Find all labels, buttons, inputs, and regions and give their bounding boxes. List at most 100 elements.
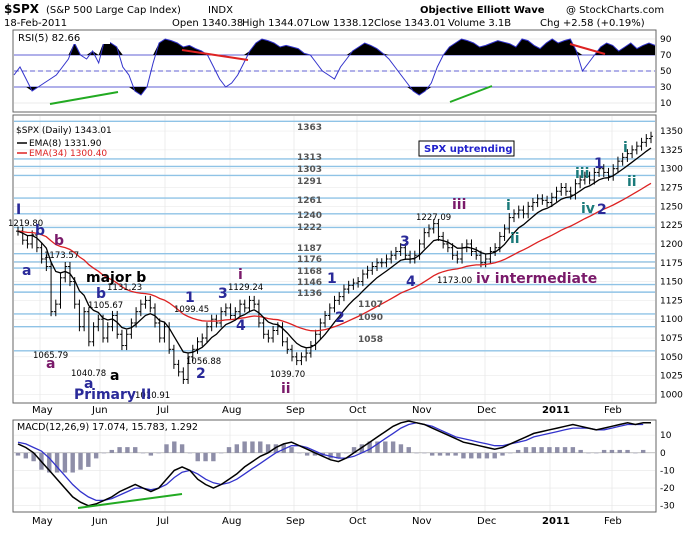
copyright-label: @ StockCharts.com — [566, 5, 664, 16]
macd-hist-bar — [609, 449, 615, 453]
macd-hist-bar — [375, 441, 380, 453]
price-tick-label: 1150 — [660, 278, 683, 288]
macd-hist-bar — [461, 452, 466, 459]
wave-4-oct: 4 — [406, 274, 416, 290]
macd-hist-bar — [148, 452, 154, 456]
wave-iv-intermediate: iv intermediate — [476, 271, 597, 287]
macd-hist-bar — [351, 447, 357, 453]
macd-hist-bar — [344, 452, 349, 454]
ema34-label: EMA(34) 1300.40 — [29, 149, 107, 159]
macd-hist-bar — [101, 452, 107, 454]
rsi-overbought-fill — [14, 39, 655, 55]
price-tick-label: 1000 — [660, 390, 683, 400]
macd-hist-bar — [23, 452, 29, 459]
macd-hist-bar — [492, 452, 497, 459]
macd-hist-bar — [484, 452, 490, 459]
symbol-name: (S&P 500 Large Cap Index) — [46, 5, 181, 16]
exchange-label: INDX — [208, 5, 233, 16]
open-label: Open 1340.38 — [172, 18, 243, 29]
rsi-tick-label: 90 — [660, 35, 672, 45]
price-tick-label: 1275 — [660, 184, 683, 194]
macd-hist-bar — [86, 452, 91, 467]
wave-a-left: a — [22, 263, 31, 279]
wave-iii-nov: iii — [452, 197, 466, 213]
wave-3-oct: 3 — [400, 234, 410, 250]
macd-hist-bar — [156, 452, 161, 454]
wave-iv-jan: iv — [581, 201, 595, 217]
macd-hist-bar — [390, 441, 396, 453]
month-label-bottom: Aug — [222, 516, 242, 527]
macd-hist-bar — [70, 452, 75, 473]
level-1291: 1291 — [297, 177, 322, 187]
macd-hist-bar — [594, 452, 599, 454]
macd-hist-bar — [211, 452, 216, 462]
macd-tick-label: -10 — [660, 466, 675, 476]
wave-I-start: I — [16, 202, 21, 218]
rsi-oversold-fill — [14, 87, 655, 95]
macd-hist-bar — [328, 452, 333, 459]
rsi-trendline-green-2 — [449, 85, 493, 103]
macd-hist-bar — [140, 452, 146, 454]
rsi-label-bg — [14, 31, 110, 44]
macd-hist-bar — [47, 452, 52, 473]
volume-label: Volume 3.1B — [448, 18, 511, 29]
macd-trendline-green — [77, 493, 183, 509]
level-1363: 1363 — [297, 123, 322, 133]
macd-hist-bar — [265, 444, 271, 453]
wave-1-jan: 1 — [594, 156, 604, 172]
rsi-trendline-green-1 — [49, 91, 119, 105]
macd-hist-bar — [367, 441, 372, 453]
ema34-line — [17, 182, 652, 332]
wave-b-jun: b — [96, 286, 106, 302]
rsi-tick-label: 50 — [660, 67, 672, 77]
macd-hist-bar — [633, 452, 638, 454]
macd-hist-bar — [523, 447, 529, 453]
wave-i-feb: i — [623, 140, 628, 156]
macd-tick-label: 10 — [660, 431, 672, 441]
month-label-top: Feb — [604, 405, 622, 416]
macd-hist-bar — [422, 452, 427, 454]
wave-ii-feb: ii — [627, 174, 637, 190]
symbol-label: $SPX — [4, 2, 40, 16]
rsi-tick-label: 70 — [660, 51, 672, 61]
price-label-1105: 1105.67 — [88, 301, 123, 311]
wave-2-jan: 2 — [597, 202, 607, 218]
month-label-bottom: Jul — [156, 516, 169, 527]
level-1240: 1240 — [297, 211, 322, 221]
price-label-1131: 1131.23 — [107, 283, 142, 293]
wave-ii-dec: ii — [510, 231, 520, 247]
wave-b-left: b — [35, 223, 45, 239]
macd-hist-bar — [312, 452, 318, 456]
price-label-1173b: 1173.00 — [437, 276, 472, 286]
change-label: Chg +2.58 (+0.19%) — [540, 18, 645, 29]
price-tick-label: 1075 — [660, 334, 683, 344]
price-tick-label: 1200 — [660, 240, 683, 250]
rsi-panel: 90 70 50 30 10 RSI(5) 82.66 — [12, 29, 672, 113]
macd-hist-bar — [406, 447, 411, 453]
price-tick-label: 1350 — [660, 127, 683, 137]
month-label-top: Sep — [286, 405, 305, 416]
macd-hist-bar — [383, 441, 388, 453]
macd-hist-bar — [429, 452, 435, 456]
month-label-bottom: Sep — [286, 516, 305, 527]
macd-hist-bar — [179, 444, 185, 453]
level-1168: 1168 — [297, 267, 322, 277]
macd-hist-bar — [93, 452, 99, 459]
level-1303: 1303 — [297, 165, 322, 175]
level-1261: 1261 — [297, 196, 322, 206]
macd-hist-bar — [586, 452, 591, 454]
wave-a-bottom: a — [84, 376, 93, 392]
rsi-tick-label: 10 — [660, 99, 672, 109]
macd-hist-bar — [164, 444, 169, 453]
macd-hist-bar — [250, 441, 255, 453]
macd-hist-bar — [218, 452, 224, 454]
month-label-bottom: Oct — [349, 516, 366, 527]
price-panel: 1000 1025 1050 1075 1100 1125 1150 1175 1200 1225… — [8, 114, 683, 404]
macd-hist-bar — [445, 452, 451, 456]
macd-hist-bar — [133, 447, 138, 453]
macd-hist-bar — [562, 447, 568, 453]
macd-hist-bar — [570, 447, 576, 453]
wave-primary-ii: Primary II — [74, 387, 151, 403]
macd-panel: 10 0 -10 -20 -30 MACD(12,26,9) 17.074, 15.78… — [12, 419, 675, 513]
